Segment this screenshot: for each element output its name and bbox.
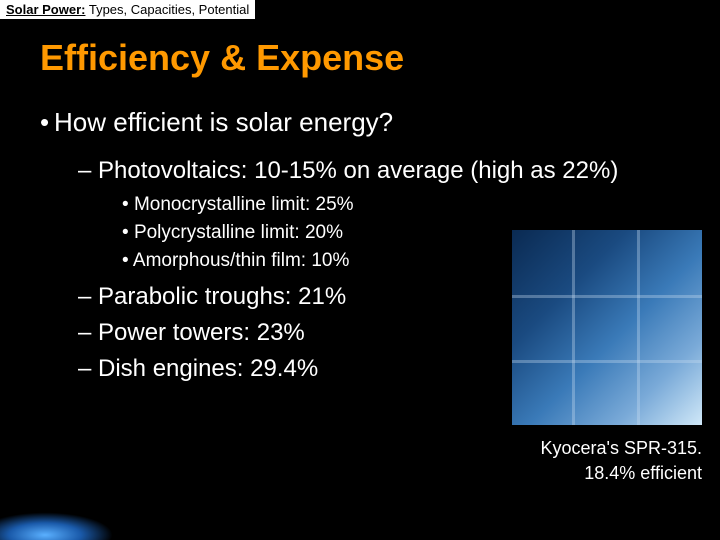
question-text: How efficient is solar energy?	[54, 107, 393, 137]
caption-line2: 18.4% efficient	[492, 461, 702, 486]
pv-text: Photovoltaics: 10-15% on average (high a…	[98, 157, 618, 184]
slide-title: Efficiency & Expense	[40, 37, 720, 79]
solar-panel-image	[512, 230, 702, 425]
bullet-dot: •	[40, 107, 54, 138]
header-rest: Types, Capacities, Potential	[85, 2, 249, 17]
image-caption: Kyocera's SPR-315. 18.4% efficient	[492, 436, 702, 486]
main-question: •How efficient is solar energy?	[40, 107, 720, 138]
photovoltaics-line: – Photovoltaics: 10-15% on average (high…	[78, 156, 720, 186]
footer-decoration	[0, 495, 140, 540]
header-banner: Solar Power: Types, Capacities, Potentia…	[0, 0, 255, 19]
header-bold: Solar Power:	[6, 2, 85, 17]
caption-line1: Kyocera's SPR-315.	[492, 436, 702, 461]
pv-sub-item: • Monocrystalline limit: 25%	[122, 194, 720, 216]
